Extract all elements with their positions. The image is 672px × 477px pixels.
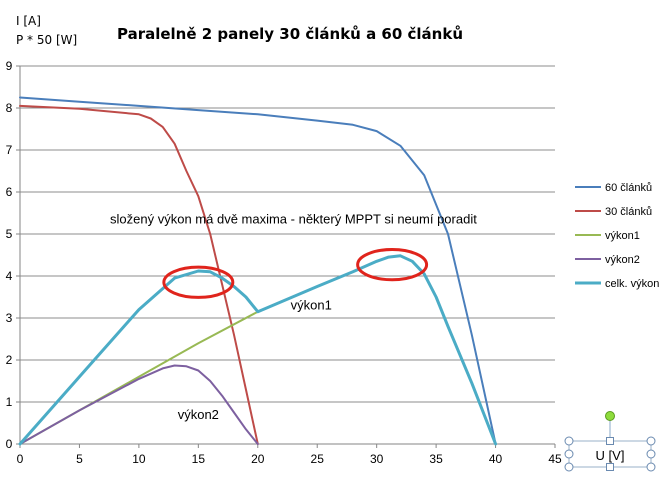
annotation-3: výkon2 bbox=[178, 407, 219, 422]
y-axis-label-line-2: P * 50 [W] bbox=[16, 33, 77, 47]
series-line-5 bbox=[18, 254, 498, 446]
x-tick-label-45: 45 bbox=[548, 452, 562, 466]
chart-title: Paralelně 2 panely 30 článků a 60 článků bbox=[117, 25, 463, 43]
legend-label-2: 30 článků bbox=[605, 206, 652, 218]
x-axis-label-box[interactable]: U [V] bbox=[564, 411, 656, 472]
series-lines bbox=[18, 96, 498, 446]
x-tick-label-0: 0 bbox=[17, 452, 24, 466]
x-tick-label-40: 40 bbox=[489, 452, 503, 466]
x-tick-label-20: 20 bbox=[251, 452, 265, 466]
y-tick-label-2: 2 bbox=[6, 353, 13, 367]
legend-label-4: výkon2 bbox=[605, 254, 640, 266]
y-tick-label-4: 4 bbox=[6, 269, 13, 283]
rotate-handle bbox=[605, 411, 615, 421]
resize-handle-8 bbox=[646, 462, 656, 472]
y-axis-label-line-1: I [A] bbox=[16, 14, 41, 28]
annotations: složený výkon má dvě maxima - některý MP… bbox=[110, 212, 477, 422]
resize-handle-7 bbox=[606, 463, 614, 471]
x-tick-label-35: 35 bbox=[429, 452, 443, 466]
legend-label-5: celk. výkon bbox=[605, 278, 659, 290]
y-tick-label-8: 8 bbox=[6, 101, 13, 115]
annotation-1: složený výkon má dvě maxima - některý MP… bbox=[110, 212, 477, 227]
y-tick-label-0: 0 bbox=[6, 437, 13, 451]
legend-label-3: výkon1 bbox=[605, 230, 640, 242]
series-line-4 bbox=[19, 364, 259, 445]
highlight-ellipse-1 bbox=[162, 265, 235, 299]
y-tick-label-3: 3 bbox=[6, 311, 13, 325]
highlight-ellipse-2 bbox=[356, 248, 429, 282]
x-tick-label-15: 15 bbox=[192, 452, 206, 466]
resize-handle-5 bbox=[646, 449, 656, 459]
resize-handle-2 bbox=[606, 437, 614, 445]
y-tick-label-9: 9 bbox=[6, 59, 13, 73]
series-line-2 bbox=[19, 104, 259, 445]
resize-handle-1 bbox=[564, 436, 574, 446]
legend: 60 článků 30 článků výkon1 výkon2 celk. výko… bbox=[575, 182, 659, 290]
resize-handle-4 bbox=[564, 449, 574, 459]
x-tick-label-10: 10 bbox=[132, 452, 146, 466]
resize-handle-3 bbox=[646, 436, 656, 446]
series-line-1 bbox=[19, 96, 497, 445]
x-tick-label-30: 30 bbox=[370, 452, 384, 466]
y-tick-label-1: 1 bbox=[6, 395, 13, 409]
y-tick-label-6: 6 bbox=[6, 185, 13, 199]
y-tick-label-5: 5 bbox=[6, 227, 13, 241]
resize-handle-6 bbox=[564, 462, 574, 472]
axes bbox=[19, 66, 555, 445]
highlight-ellipses bbox=[162, 248, 429, 299]
y-tick-label-7: 7 bbox=[6, 143, 13, 157]
x-tick-label-25: 25 bbox=[311, 452, 325, 466]
x-axis-label: U [V] bbox=[596, 448, 625, 463]
gridlines bbox=[20, 65, 555, 403]
annotation-2: výkon1 bbox=[291, 298, 332, 313]
legend-label-1: 60 článků bbox=[605, 182, 652, 194]
x-tick-label-5: 5 bbox=[76, 452, 83, 466]
